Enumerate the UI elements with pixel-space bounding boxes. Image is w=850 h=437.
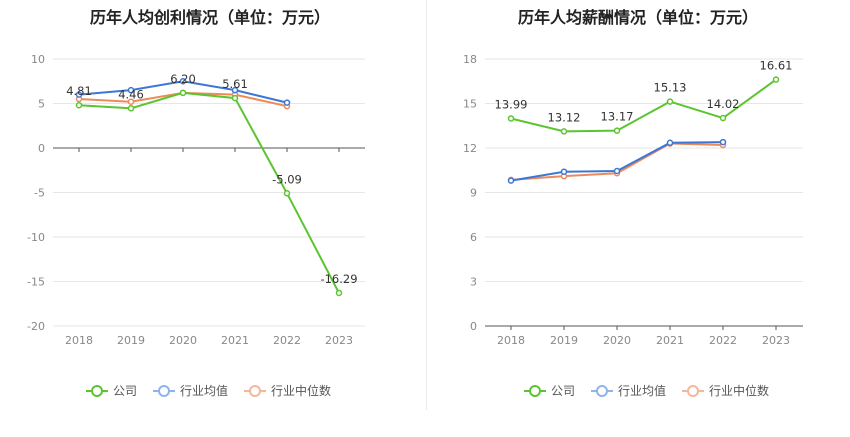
- legend-industry-median-label: 行业中位数: [709, 384, 770, 398]
- x-tick-label: 2018: [497, 334, 525, 347]
- data-label: -16.29: [320, 272, 357, 286]
- data-point: [507, 177, 515, 184]
- legend-industry-median-icon: [244, 384, 267, 397]
- data-point: [719, 138, 727, 146]
- chart-title-salary: 历年人均薪酬情况（单位：万元）: [517, 8, 758, 27]
- y-tick-label: 9: [470, 187, 477, 200]
- data-point: [283, 99, 291, 106]
- legend-company-label: 公司: [551, 384, 576, 398]
- data-point: [179, 89, 187, 97]
- data-point: [666, 98, 674, 105]
- data-label: -5.09: [272, 172, 302, 186]
- legend-company-icon: [86, 384, 108, 397]
- data-point: [613, 167, 621, 175]
- panel-divider: [426, 0, 427, 410]
- y-tick-label: 0: [38, 142, 45, 155]
- legend-item-industry-median[interactable]: 行业中位数: [682, 382, 769, 399]
- series-line-0: [510, 78, 777, 133]
- data-point: [283, 190, 291, 197]
- data-label: 14.02: [707, 97, 740, 111]
- legend-item-industry-mean[interactable]: 行业均值: [153, 382, 228, 399]
- x-tick-label: 2022: [709, 334, 737, 347]
- data-label: 6.20: [170, 72, 196, 86]
- data-point: [560, 128, 568, 135]
- x-tick-label: 2023: [325, 334, 353, 347]
- legend-industry-median-icon: [682, 384, 705, 397]
- data-point: [127, 105, 135, 112]
- legend-company-icon: [524, 384, 546, 397]
- legend-profit: 公司 行业均值 行业中位数: [86, 382, 331, 399]
- data-point: [127, 98, 135, 105]
- y-tick-label: 15: [463, 98, 477, 111]
- data-point: [613, 127, 621, 134]
- data-point: [560, 168, 568, 175]
- x-tick-label: 2023: [762, 334, 790, 347]
- y-tick-label: 12: [463, 142, 477, 155]
- legend-salary: 公司 行业均值 行业中位数: [524, 382, 769, 399]
- x-tick-label: 2020: [169, 334, 197, 347]
- legend-item-company[interactable]: 公司: [524, 382, 575, 399]
- legend-item-industry-mean[interactable]: 行业均值: [591, 382, 666, 399]
- data-point: [335, 289, 343, 297]
- x-tick-label: 2021: [656, 334, 684, 347]
- legend-company-label: 公司: [113, 384, 138, 398]
- data-label: 13.12: [548, 110, 581, 124]
- data-point: [75, 91, 83, 98]
- legend-industry-mean-label: 行业均值: [180, 384, 229, 398]
- data-label: 13.17: [601, 110, 634, 124]
- y-tick-label: 3: [470, 276, 477, 289]
- legend-item-industry-median[interactable]: 行业中位数: [244, 382, 331, 399]
- y-tick-label: -5: [34, 187, 45, 200]
- y-tick-label: 10: [31, 53, 45, 66]
- data-point: [75, 101, 83, 109]
- y-tick-label: 18: [463, 53, 477, 66]
- data-label: 5.61: [222, 77, 248, 91]
- y-tick-label: 6: [470, 231, 477, 244]
- data-point: [719, 114, 727, 122]
- y-tick-label: 5: [38, 98, 45, 111]
- x-tick-label: 2019: [550, 334, 578, 347]
- y-tick-label: -15: [27, 276, 45, 289]
- data-point: [772, 76, 780, 83]
- data-label: 16.61: [760, 59, 793, 73]
- data-point: [507, 115, 515, 122]
- data-point: [179, 78, 187, 85]
- legend-industry-median-label: 行业中位数: [271, 384, 332, 398]
- legend-item-company[interactable]: 公司: [86, 382, 137, 399]
- y-tick-label: -10: [27, 231, 45, 244]
- x-tick-label: 2021: [221, 334, 249, 347]
- data-label: 4.81: [66, 84, 92, 98]
- data-label: 13.99: [495, 97, 528, 111]
- x-tick-label: 2019: [117, 334, 145, 347]
- legend-industry-mean-label: 行业均值: [618, 384, 667, 398]
- data-label: 15.13: [654, 81, 687, 95]
- x-tick-label: 2020: [603, 334, 631, 347]
- legend-industry-mean-icon: [153, 384, 176, 397]
- data-label: 4.46: [118, 87, 144, 101]
- data-point: [231, 94, 239, 102]
- legend-industry-mean-icon: [591, 384, 614, 397]
- data-point: [231, 86, 239, 94]
- y-tick-label: -20: [27, 320, 45, 333]
- x-tick-label: 2018: [65, 334, 93, 347]
- y-tick-label: 0: [470, 320, 477, 333]
- chart-title-profit: 历年人均创利情况（单位：万元）: [89, 8, 330, 27]
- data-point: [127, 86, 135, 94]
- data-point: [666, 139, 674, 147]
- series-line-0: [78, 91, 340, 294]
- x-tick-label: 2022: [273, 334, 301, 347]
